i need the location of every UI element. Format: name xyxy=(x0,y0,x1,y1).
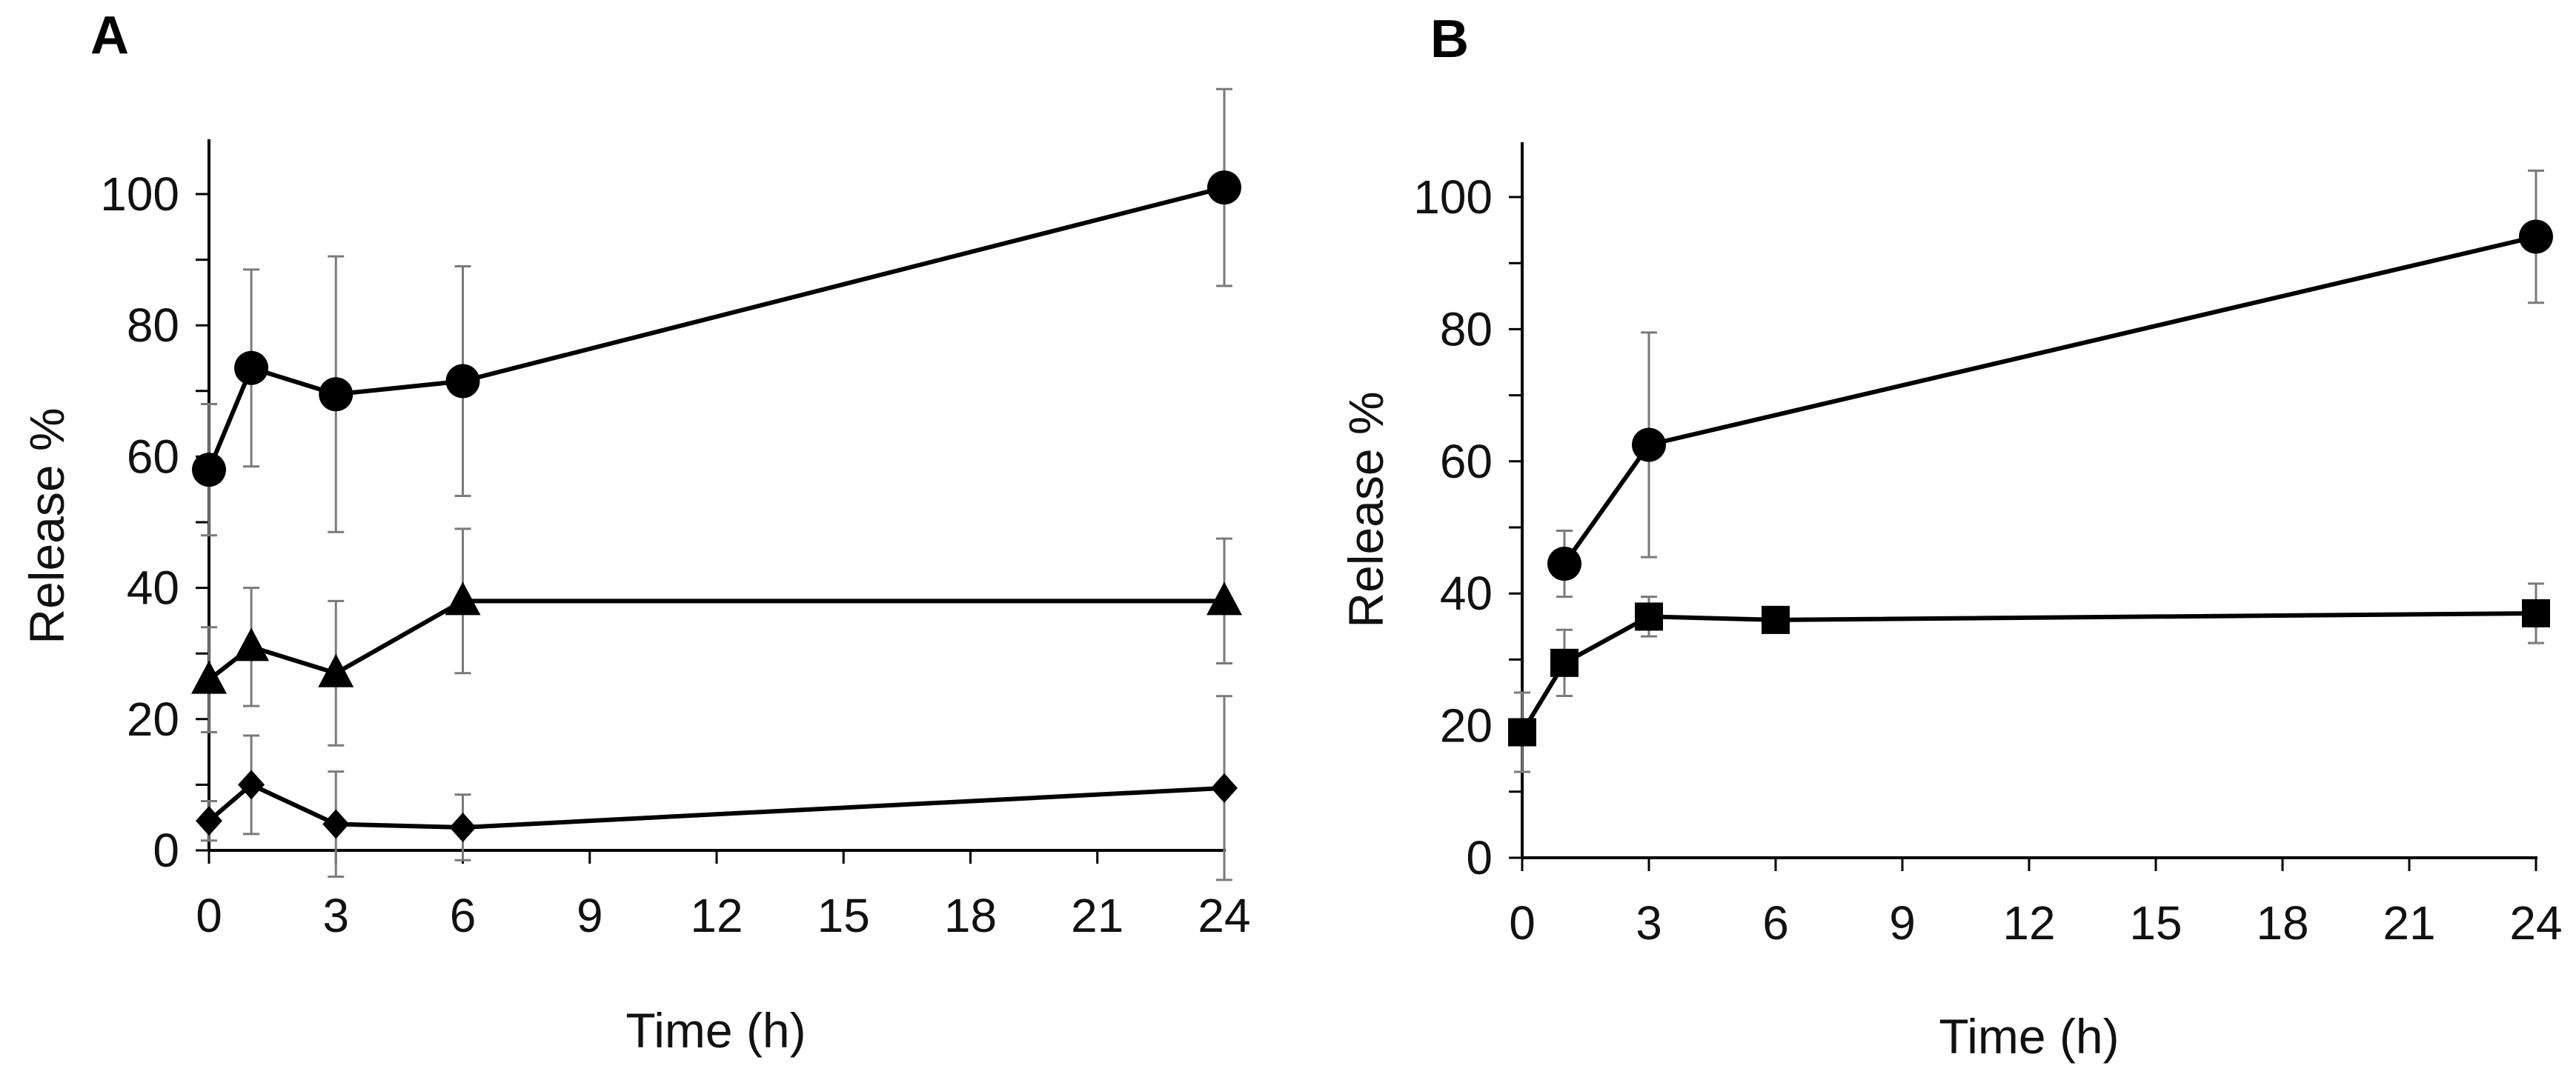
panel-a-series-triangle-marker xyxy=(233,627,270,661)
panel-b-x-tick-label: 21 xyxy=(2383,896,2435,950)
panel-a-series-circle-marker xyxy=(1207,170,1241,205)
panel-a-series-circle-marker xyxy=(192,453,226,487)
panel-a-y-tick-label: 80 xyxy=(127,299,179,352)
panel-a-label: A xyxy=(90,6,129,65)
panel-b-x-tick-label: 12 xyxy=(2002,896,2055,950)
panel-b-x-tick-label: 0 xyxy=(1509,896,1536,950)
panel-a-series-circle-marker xyxy=(319,377,353,412)
panel-a-y-axis-title: Release % xyxy=(19,407,74,644)
panel-a-series-circle-marker xyxy=(445,364,480,399)
panel-a-series-triangle-marker xyxy=(191,660,227,694)
panel-b-series-square-marker xyxy=(1550,648,1579,677)
panel-a-x-tick-label: 21 xyxy=(1071,889,1123,942)
panel-a-y-tick-label: 20 xyxy=(127,693,179,746)
panel-a-y-tick-label: 60 xyxy=(127,430,179,483)
panel-a-series-circle-line xyxy=(207,185,1225,471)
panel-b-y-tick-label: 80 xyxy=(1440,302,1493,356)
panel-b-y-tick-label: 100 xyxy=(1413,170,1493,224)
panel-a-y-tick-label: 100 xyxy=(100,167,179,221)
panel-a-series-diamond-line xyxy=(208,782,1225,830)
panel-a-y-tick-label: 40 xyxy=(127,561,179,615)
panel-a-series-triangle-marker xyxy=(318,653,354,687)
panel-a-series-triangle-marker xyxy=(445,581,481,616)
panel-b-series-square-marker xyxy=(1762,605,1790,634)
panel-b-y-tick-label: 20 xyxy=(1440,699,1493,753)
panel-a-x-tick-label: 24 xyxy=(1198,889,1250,942)
panel-b: B Release % Time (h) 0 20 40 60 80 100 0 3 6 9 12 1… xyxy=(1338,10,2563,1064)
panel-a-series-circle-marker xyxy=(234,350,269,385)
panel-b-x-tick-label: 24 xyxy=(2509,896,2562,950)
panel-a-x-tick-label: 18 xyxy=(944,889,997,942)
panel-b-x-tick-label: 9 xyxy=(1889,896,1916,950)
panel-a-series-triangle-line xyxy=(208,599,1224,682)
panel-b-x-tick-label: 18 xyxy=(2256,896,2308,950)
panel-a-x-tick-label: 6 xyxy=(450,889,477,942)
panel-b-x-tick-label: 3 xyxy=(1636,896,1662,950)
panel-a-series-diamond-marker xyxy=(238,770,265,800)
panel-b-y-tick-label: 60 xyxy=(1440,435,1493,488)
panel-b-series-square-line xyxy=(1520,610,2537,734)
panel-a-series-diamond-marker xyxy=(1211,773,1238,803)
panel-b-series-circle-marker xyxy=(1632,427,1666,462)
panel-a-x-tick-label: 3 xyxy=(322,889,349,942)
panel-a-x-axis-title: Time (h) xyxy=(625,1003,806,1058)
panel-b-y-axis-title: Release % xyxy=(1338,391,1393,627)
panel-a-series-triangle-marker xyxy=(1206,581,1242,616)
panel-a-x-tick-label: 15 xyxy=(817,889,870,942)
panel-a-x-tick-label: 9 xyxy=(577,889,603,942)
panel-a-series-diamond-marker xyxy=(322,809,350,839)
panel-b-x-tick-label: 15 xyxy=(2129,896,2182,950)
panel-a-series-diamond-marker xyxy=(196,806,222,836)
panel-a-x-tick-label: 12 xyxy=(690,889,743,942)
panel-a-y-tick-label: 0 xyxy=(153,824,179,877)
panel-b-y-tick-label: 40 xyxy=(1440,567,1493,620)
panel-b-series-circle-marker xyxy=(1547,547,1581,581)
panel-a: A Release % Time (h) 0 20 40 60 80 100 0 3 6 9 12 1… xyxy=(19,6,1251,1058)
panel-b-series-circle-line xyxy=(1562,234,2537,565)
panel-b-x-axis-title: Time (h) xyxy=(1939,1009,2119,1064)
panel-b-label: B xyxy=(1430,10,1469,69)
panel-b-x-tick-label: 6 xyxy=(1762,896,1789,950)
panel-b-series-square-marker xyxy=(2522,599,2550,627)
panel-b-series-square-marker xyxy=(1508,718,1536,747)
panel-b-series-circle-marker xyxy=(2519,219,2553,254)
panel-a-x-tick-label: 0 xyxy=(196,889,222,942)
panel-b-y-tick-label: 0 xyxy=(1466,831,1493,884)
panel-b-series-square-marker xyxy=(1635,602,1663,631)
panel-a-series-diamond-marker xyxy=(449,812,477,842)
